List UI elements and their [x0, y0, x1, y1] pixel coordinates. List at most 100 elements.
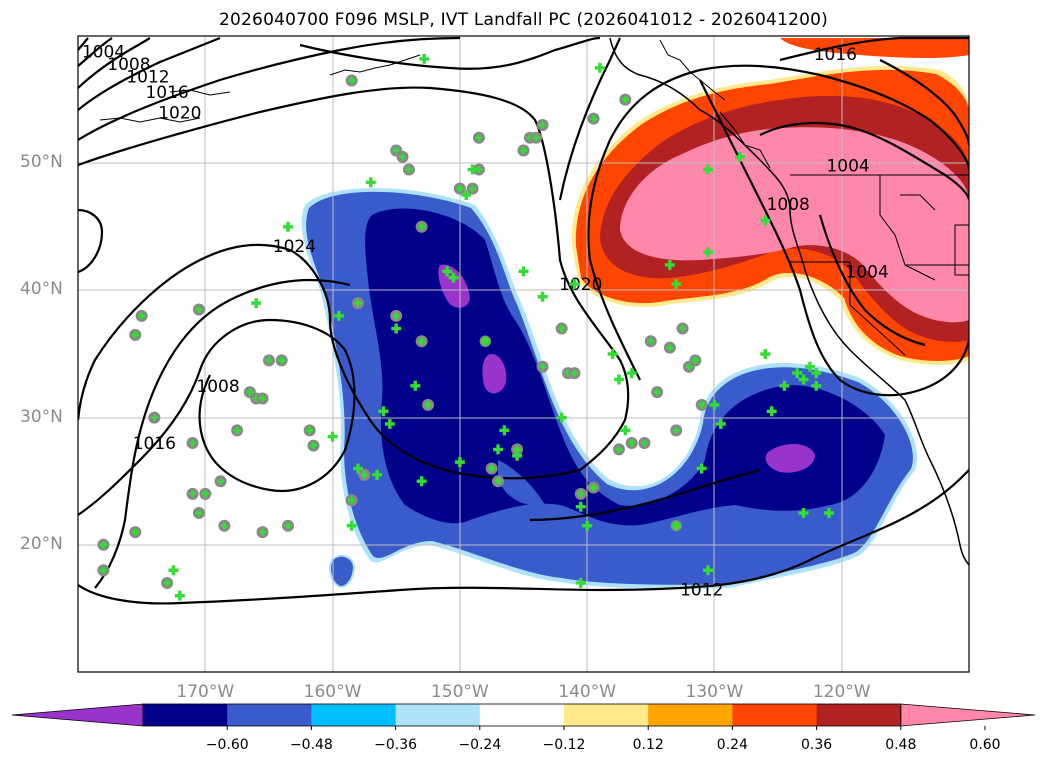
station-plus-marker — [537, 291, 548, 302]
station-plus-marker — [779, 380, 790, 391]
station-plus-marker — [384, 418, 395, 429]
station-plus-marker — [594, 62, 605, 73]
station-plus-marker — [685, 363, 693, 371]
station-plus-marker — [131, 331, 139, 339]
colorbar-tick-label: 0.60 — [969, 737, 1001, 753]
station-plus-marker — [246, 388, 254, 396]
isobar-label: 1004 — [826, 157, 869, 177]
station-plus-marker — [461, 190, 472, 200]
station-plus-marker — [811, 368, 822, 379]
station-plus-marker — [691, 356, 699, 364]
lon-label: 150°W — [430, 682, 489, 702]
isobar-label: 1016 — [145, 83, 188, 103]
station-plus-marker — [671, 279, 682, 290]
station-plus-marker — [760, 215, 771, 226]
station-plus-marker — [804, 361, 815, 372]
station-plus-marker — [419, 53, 430, 64]
station-plus-marker — [647, 337, 655, 345]
station-plus-marker — [163, 579, 171, 587]
station-plus-marker — [189, 439, 197, 447]
station-plus-marker — [672, 426, 680, 434]
station-plus-marker — [798, 508, 809, 518]
station-plus-marker — [217, 477, 225, 485]
station-dot-marker — [479, 335, 492, 348]
isobar-label: 1004 — [82, 42, 125, 62]
station-plus-marker — [467, 164, 478, 175]
station-plus-marker — [590, 484, 598, 492]
colorbar-segment — [227, 704, 312, 726]
isobar-label: 1020 — [559, 275, 602, 295]
station-plus-marker — [278, 356, 286, 364]
isobar-label: 1004 — [846, 262, 889, 282]
station-plus-marker — [640, 439, 648, 447]
station-plus-marker — [518, 266, 529, 277]
station-plus-marker — [679, 325, 687, 333]
lon-label: 120°W — [812, 682, 871, 702]
station-plus-marker — [365, 177, 376, 188]
colorbar-tick-label: 0.24 — [716, 737, 748, 753]
station-plus-marker — [259, 528, 267, 536]
station-plus-marker — [405, 166, 413, 174]
station-plus-marker — [475, 134, 483, 142]
colorbar-tick-label: −0.48 — [289, 737, 333, 753]
station-plus-marker — [418, 337, 426, 345]
station-plus-marker — [532, 134, 540, 142]
station-plus-marker — [709, 399, 720, 410]
isobar-labels: 1004100810121016102010241020101610041008… — [82, 42, 889, 600]
station-plus-marker — [628, 439, 636, 447]
station-plus-marker — [664, 259, 675, 270]
lon-label: 170°W — [176, 682, 235, 702]
isobar-label: 1020 — [158, 103, 201, 123]
lon-label: 160°W — [303, 682, 362, 702]
colorbar-tick-label: 0.48 — [885, 737, 917, 753]
isobar-label: 1008 — [107, 55, 150, 75]
station-plus-marker — [696, 463, 707, 474]
station-plus-marker — [590, 115, 598, 123]
station-plus-marker — [698, 401, 706, 409]
station-plus-marker — [353, 463, 364, 474]
station-plus-marker — [454, 457, 465, 468]
station-plus-marker — [346, 520, 357, 531]
station-plus-marker — [150, 414, 158, 422]
station-plus-marker — [570, 369, 578, 377]
station-dot-marker — [670, 519, 682, 532]
lat-label: 40°N — [20, 279, 63, 300]
colorbar-extend-min — [11, 703, 144, 727]
station-plus-marker — [283, 221, 294, 232]
station-plus-marker — [760, 349, 771, 359]
station-markers — [97, 53, 834, 601]
station-plus-marker — [575, 501, 586, 512]
station-plus-marker — [348, 496, 356, 504]
station-plus-marker — [715, 418, 726, 429]
station-plus-marker — [577, 490, 585, 498]
station-plus-marker — [360, 471, 368, 479]
graticule — [78, 36, 969, 672]
isobar-label: 1012 — [680, 580, 723, 600]
station-plus-marker — [309, 442, 317, 450]
station-plus-marker — [233, 426, 241, 434]
station-plus-marker — [195, 509, 203, 517]
station-plus-marker — [456, 185, 464, 193]
colorbar-segment — [479, 704, 565, 726]
colorbar-tick-label: −0.60 — [205, 737, 249, 753]
station-plus-marker — [354, 299, 362, 307]
station-plus-marker — [621, 96, 629, 104]
colorbar-segment — [395, 704, 481, 726]
lat-label: 20°N — [20, 533, 63, 554]
station-plus-marker — [798, 374, 809, 385]
colorbar-frame — [142, 703, 902, 727]
station-plus-marker — [391, 323, 402, 334]
station-plus-marker — [493, 444, 504, 455]
station-plus-marker — [306, 426, 314, 434]
ivt-negative-region — [301, 188, 918, 589]
station-plus-marker — [488, 464, 496, 472]
isobar-label: 1008 — [767, 195, 810, 215]
station-plus-marker — [792, 368, 803, 379]
colorbar-segment — [311, 704, 397, 726]
colorbar-extend-max — [900, 703, 1036, 727]
colorbar — [11, 703, 1036, 730]
station-plus-marker — [569, 279, 580, 290]
station-plus-marker — [99, 566, 107, 574]
station-plus-marker — [520, 146, 527, 154]
station-plus-marker — [201, 490, 209, 498]
